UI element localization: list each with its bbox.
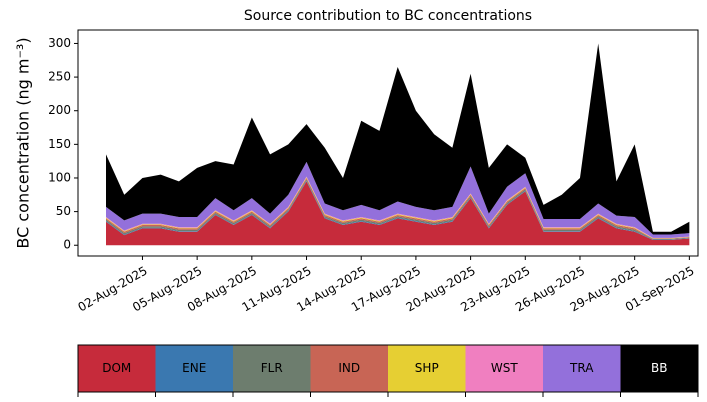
area-dom [106, 181, 690, 246]
legend-swatch [465, 345, 543, 392]
legend-swatch [543, 345, 621, 392]
legend-label: FLR [261, 361, 283, 375]
y-tick-label: 300 [48, 36, 71, 50]
legend-swatch [310, 345, 388, 392]
y-tick-label: 50 [56, 204, 71, 218]
legend: DOM ENE FLR IND SHP WST TRA BB [77, 344, 699, 397]
legend-label: WST [491, 361, 518, 375]
legend-label: BB [651, 361, 667, 375]
legend-label: DOM [102, 361, 131, 375]
legend-label: SHP [415, 361, 439, 375]
area-bb [106, 43, 690, 235]
y-axis-label: BC concentration (ng m⁻³) [14, 37, 33, 248]
legend-label: ENE [182, 361, 206, 375]
legend-swatch [78, 345, 156, 392]
legend-swatch [388, 345, 466, 392]
y-tick-label: 200 [48, 103, 71, 117]
legend-label: TRA [569, 361, 594, 375]
y-tick-label: 250 [48, 70, 71, 84]
legend-swatch [233, 345, 311, 392]
y-tick-label: 100 [48, 170, 71, 184]
chart-title: Source contribution to BC concentrations [244, 8, 532, 24]
legend-swatch [620, 345, 698, 392]
plot-area [106, 43, 690, 246]
legend-frame [77, 344, 699, 393]
y-tick-label: 0 [63, 238, 71, 252]
legend-swatch [155, 345, 233, 392]
plot-frame [77, 29, 699, 257]
y-tick-label: 150 [48, 137, 71, 151]
legend-label: IND [338, 361, 360, 375]
